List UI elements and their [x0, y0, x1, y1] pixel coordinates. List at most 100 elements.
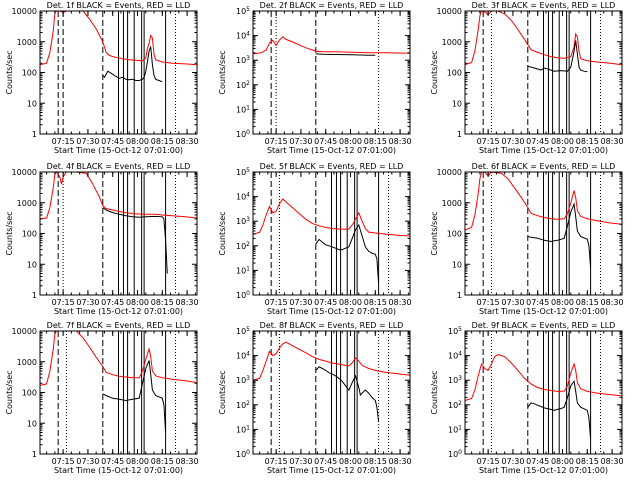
x-tick-label: 07:30 — [501, 137, 524, 146]
events-series-line — [315, 366, 380, 423]
x-tick-label: 07:30 — [289, 137, 312, 146]
x-tick-label: 08:30 — [601, 298, 624, 307]
events-series-line — [315, 223, 380, 284]
y-tick-label: 1000 — [17, 199, 37, 208]
x-tick-label: 08:30 — [601, 137, 624, 146]
y-axis-label: Counts/sec — [430, 50, 439, 94]
x-tick-label: 07:45 — [526, 457, 549, 466]
lld-series-line — [253, 341, 410, 381]
x-tick-label: 08:00 — [339, 298, 362, 307]
y-axis-label: Counts/sec — [430, 370, 439, 414]
lld-series-line — [40, 11, 197, 66]
x-axis-label: Start Time (15-Oct-12 07:01:00) — [267, 307, 396, 316]
series-group — [253, 36, 410, 56]
x-tick-label: 07:30 — [501, 298, 524, 307]
y-tick-label: 101 — [236, 424, 250, 434]
panel-title: Det. 9f BLACK = Events, RED = LLD — [472, 321, 616, 330]
axes-frame — [252, 330, 411, 455]
y-tick-label: 101 — [236, 265, 250, 275]
x-tick-label: 07:15 — [52, 137, 75, 146]
x-tick-label: 08:15 — [151, 457, 174, 466]
y-axis-label: Counts/sec — [5, 50, 14, 94]
x-tick-label: 07:30 — [289, 457, 312, 466]
lld-series-line — [253, 36, 410, 55]
panel-1: Det. 1f BLACK = Events, RED = LLD 1 10 100 1… — [5, 1, 199, 155]
panel-8: Det. 8f BLACK = Events, RED = LLD 100 101 1… — [218, 321, 412, 475]
lld-series-line — [253, 198, 410, 237]
y-tick-label: 1000 — [17, 38, 37, 47]
y-tick-label: 10000 — [12, 327, 37, 336]
y-tick-label: 104 — [448, 351, 462, 361]
panel-title: Det. 6f BLACK = Events, RED = LLD — [472, 162, 616, 171]
panel-title: Det. 8f BLACK = Events, RED = LLD — [260, 321, 404, 330]
x-tick-label: 07:15 — [477, 457, 500, 466]
y-tick-label: 10 — [27, 99, 37, 108]
panel-4: Det. 4f BLACK = Events, RED = LLD 1 10 100 1… — [5, 162, 199, 316]
x-tick-label: 07:15 — [265, 457, 288, 466]
panel-title: Det. 3f BLACK = Events, RED = LLD — [472, 1, 616, 10]
y-tick-label: 105 — [448, 326, 462, 336]
x-tick-label: 08:30 — [389, 457, 412, 466]
x-tick-label: 08:00 — [339, 137, 362, 146]
lld-series-line — [465, 11, 622, 66]
x-tick-label: 07:15 — [477, 137, 500, 146]
panel-title: Det. 1f BLACK = Events, RED = LLD — [47, 1, 191, 10]
y-axis-label: Counts/sec — [5, 211, 14, 255]
x-tick-label: 07:30 — [76, 137, 99, 146]
x-tick-label: 08:30 — [176, 457, 199, 466]
series-group — [465, 172, 622, 268]
y-tick-label: 105 — [236, 326, 250, 336]
y-tick-label: 104 — [236, 192, 250, 202]
y-tick-label: 105 — [236, 167, 250, 177]
x-axis-label: Start Time (15-Oct-12 07:01:00) — [479, 307, 608, 316]
y-axis-label: Counts/sec — [218, 211, 227, 255]
y-tick-label: 1 — [457, 130, 462, 139]
x-axis-label: Start Time (15-Oct-12 07:01:00) — [54, 466, 183, 475]
series-group — [40, 331, 197, 433]
x-tick-label: 08:15 — [151, 137, 174, 146]
x-tick-label: 08:30 — [601, 457, 624, 466]
x-tick-label: 08:15 — [364, 298, 387, 307]
y-tick-label: 104 — [236, 351, 250, 361]
y-tick-label: 102 — [236, 400, 250, 410]
y-tick-label: 101 — [448, 424, 462, 434]
y-tick-label: 103 — [236, 55, 250, 65]
y-tick-label: 100 — [236, 290, 250, 300]
y-tick-label: 100 — [447, 230, 462, 239]
y-tick-label: 10000 — [437, 7, 462, 16]
x-tick-label: 07:45 — [314, 457, 337, 466]
y-tick-label: 1000 — [442, 38, 462, 47]
x-tick-label: 08:15 — [576, 298, 599, 307]
y-axis-label: Counts/sec — [218, 50, 227, 94]
axes-frame — [252, 10, 411, 135]
y-axis-label: Counts/sec — [430, 211, 439, 255]
events-series-line — [102, 207, 168, 274]
y-tick-label: 10000 — [437, 168, 462, 177]
y-tick-label: 100 — [22, 389, 37, 398]
x-axis-label: Start Time (15-Oct-12 07:01:00) — [479, 146, 608, 155]
panel-title: Det. 4f BLACK = Events, RED = LLD — [47, 162, 191, 171]
x-tick-label: 08:30 — [389, 298, 412, 307]
x-tick-label: 08:30 — [176, 137, 199, 146]
y-tick-label: 101 — [236, 104, 250, 114]
x-tick-label: 07:30 — [76, 298, 99, 307]
y-tick-label: 100 — [236, 449, 250, 459]
y-tick-label: 103 — [236, 216, 250, 226]
y-tick-label: 102 — [448, 400, 462, 410]
x-tick-label: 08:00 — [126, 457, 149, 466]
y-tick-label: 1 — [457, 291, 462, 300]
x-tick-label: 07:45 — [314, 137, 337, 146]
y-axis-label: Counts/sec — [5, 370, 14, 414]
y-axis-label: Counts/sec — [218, 370, 227, 414]
panel-title: Det. 5f BLACK = Events, RED = LLD — [260, 162, 404, 171]
x-tick-label: 07:30 — [76, 457, 99, 466]
x-tick-label: 07:15 — [52, 298, 75, 307]
y-tick-label: 104 — [236, 31, 250, 41]
x-tick-label: 07:15 — [265, 137, 288, 146]
y-tick-label: 100 — [22, 69, 37, 78]
x-tick-label: 07:15 — [265, 298, 288, 307]
y-tick-label: 100 — [236, 129, 250, 139]
x-tick-label: 07:45 — [101, 457, 124, 466]
series-group — [465, 354, 622, 440]
